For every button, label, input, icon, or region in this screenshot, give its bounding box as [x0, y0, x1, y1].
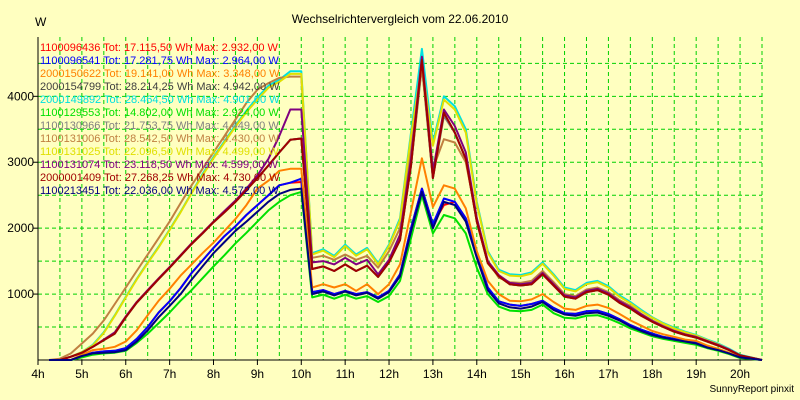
series-line [49, 62, 763, 361]
legend-entry: 1100130966 Tot: 21.753,75 Wh Max: 4.449,… [40, 120, 279, 132]
legend-entry: 2000149892 Tot: 28.464,50 Wh Max: 4.901,… [40, 94, 280, 106]
legend-entry: 2000001409 Tot: 27.268,25 Wh Max: 4.730,… [40, 172, 280, 184]
y-axis-unit: W [35, 15, 47, 29]
y-tick-label: 4000 [7, 89, 34, 103]
x-tick-label: 10h [291, 367, 311, 381]
x-tick-label: 20h [730, 367, 750, 381]
legend: 1100096436 Tot: 17.115,50 Wh Max: 2.932,… [40, 42, 280, 198]
series-line [49, 187, 763, 361]
legend-entry: 1100096541 Tot: 17.281,75 Wh Max: 2.964,… [40, 55, 279, 67]
plot-area [38, 37, 762, 360]
legend-entry: 2000154799 Tot: 28.214,25 Wh Max: 4.942,… [40, 81, 280, 93]
series-line [49, 190, 763, 361]
legend-entry: 1100129553 Tot: 14.802,00 Wh Max: 2.924,… [40, 107, 279, 119]
legend-entry: 1100096436 Tot: 17.115,50 Wh Max: 2.932,… [40, 42, 278, 54]
x-tick-label: 6h [119, 367, 132, 381]
x-tick-label: 5h [75, 367, 88, 381]
x-tick-label: 13h [423, 367, 443, 381]
x-tick-label: 11h [336, 367, 355, 381]
y-tick-label: 2000 [7, 221, 34, 235]
legend-entry: 1100131006 Tot: 28.542,50 Wh Max: 4.430,… [40, 133, 279, 145]
x-tick-label: 8h [207, 367, 220, 381]
x-tick-label: 17h [598, 367, 618, 381]
y-tick-label: 1000 [7, 287, 34, 301]
x-tick-label: 15h [511, 367, 531, 381]
legend-entry: 2000150622 Tot: 19.141,00 Wh Max: 3.348,… [40, 68, 280, 80]
x-tick-label: 14h [467, 367, 487, 381]
x-tick-label: 19h [686, 367, 706, 381]
x-tick-label: 18h [642, 367, 662, 381]
x-tick-label: 12h [379, 367, 399, 381]
credit-label: SunnyReport pinxit [709, 384, 795, 395]
x-tick-label: 16h [555, 367, 575, 381]
series-line [49, 157, 763, 361]
series-line [49, 59, 763, 361]
y-tick-label: 3000 [7, 155, 34, 169]
x-tick-label: 9h [251, 367, 264, 381]
legend-entry: 1100131025 Tot: 22.096,50 Wh Max: 4.499,… [40, 146, 279, 158]
legend-entry: 1100131074 Tot: 23.118,50 Wh Max: 4.599,… [40, 159, 278, 171]
legend-entry: 1100213451 Tot: 22.036,00 Wh Max: 4.572,… [40, 185, 279, 197]
chart-title: Wechselrichtervergleich vom 22.06.2010 [291, 12, 509, 26]
x-tick-label: 7h [163, 367, 176, 381]
x-tick-label: 4h [31, 367, 44, 381]
